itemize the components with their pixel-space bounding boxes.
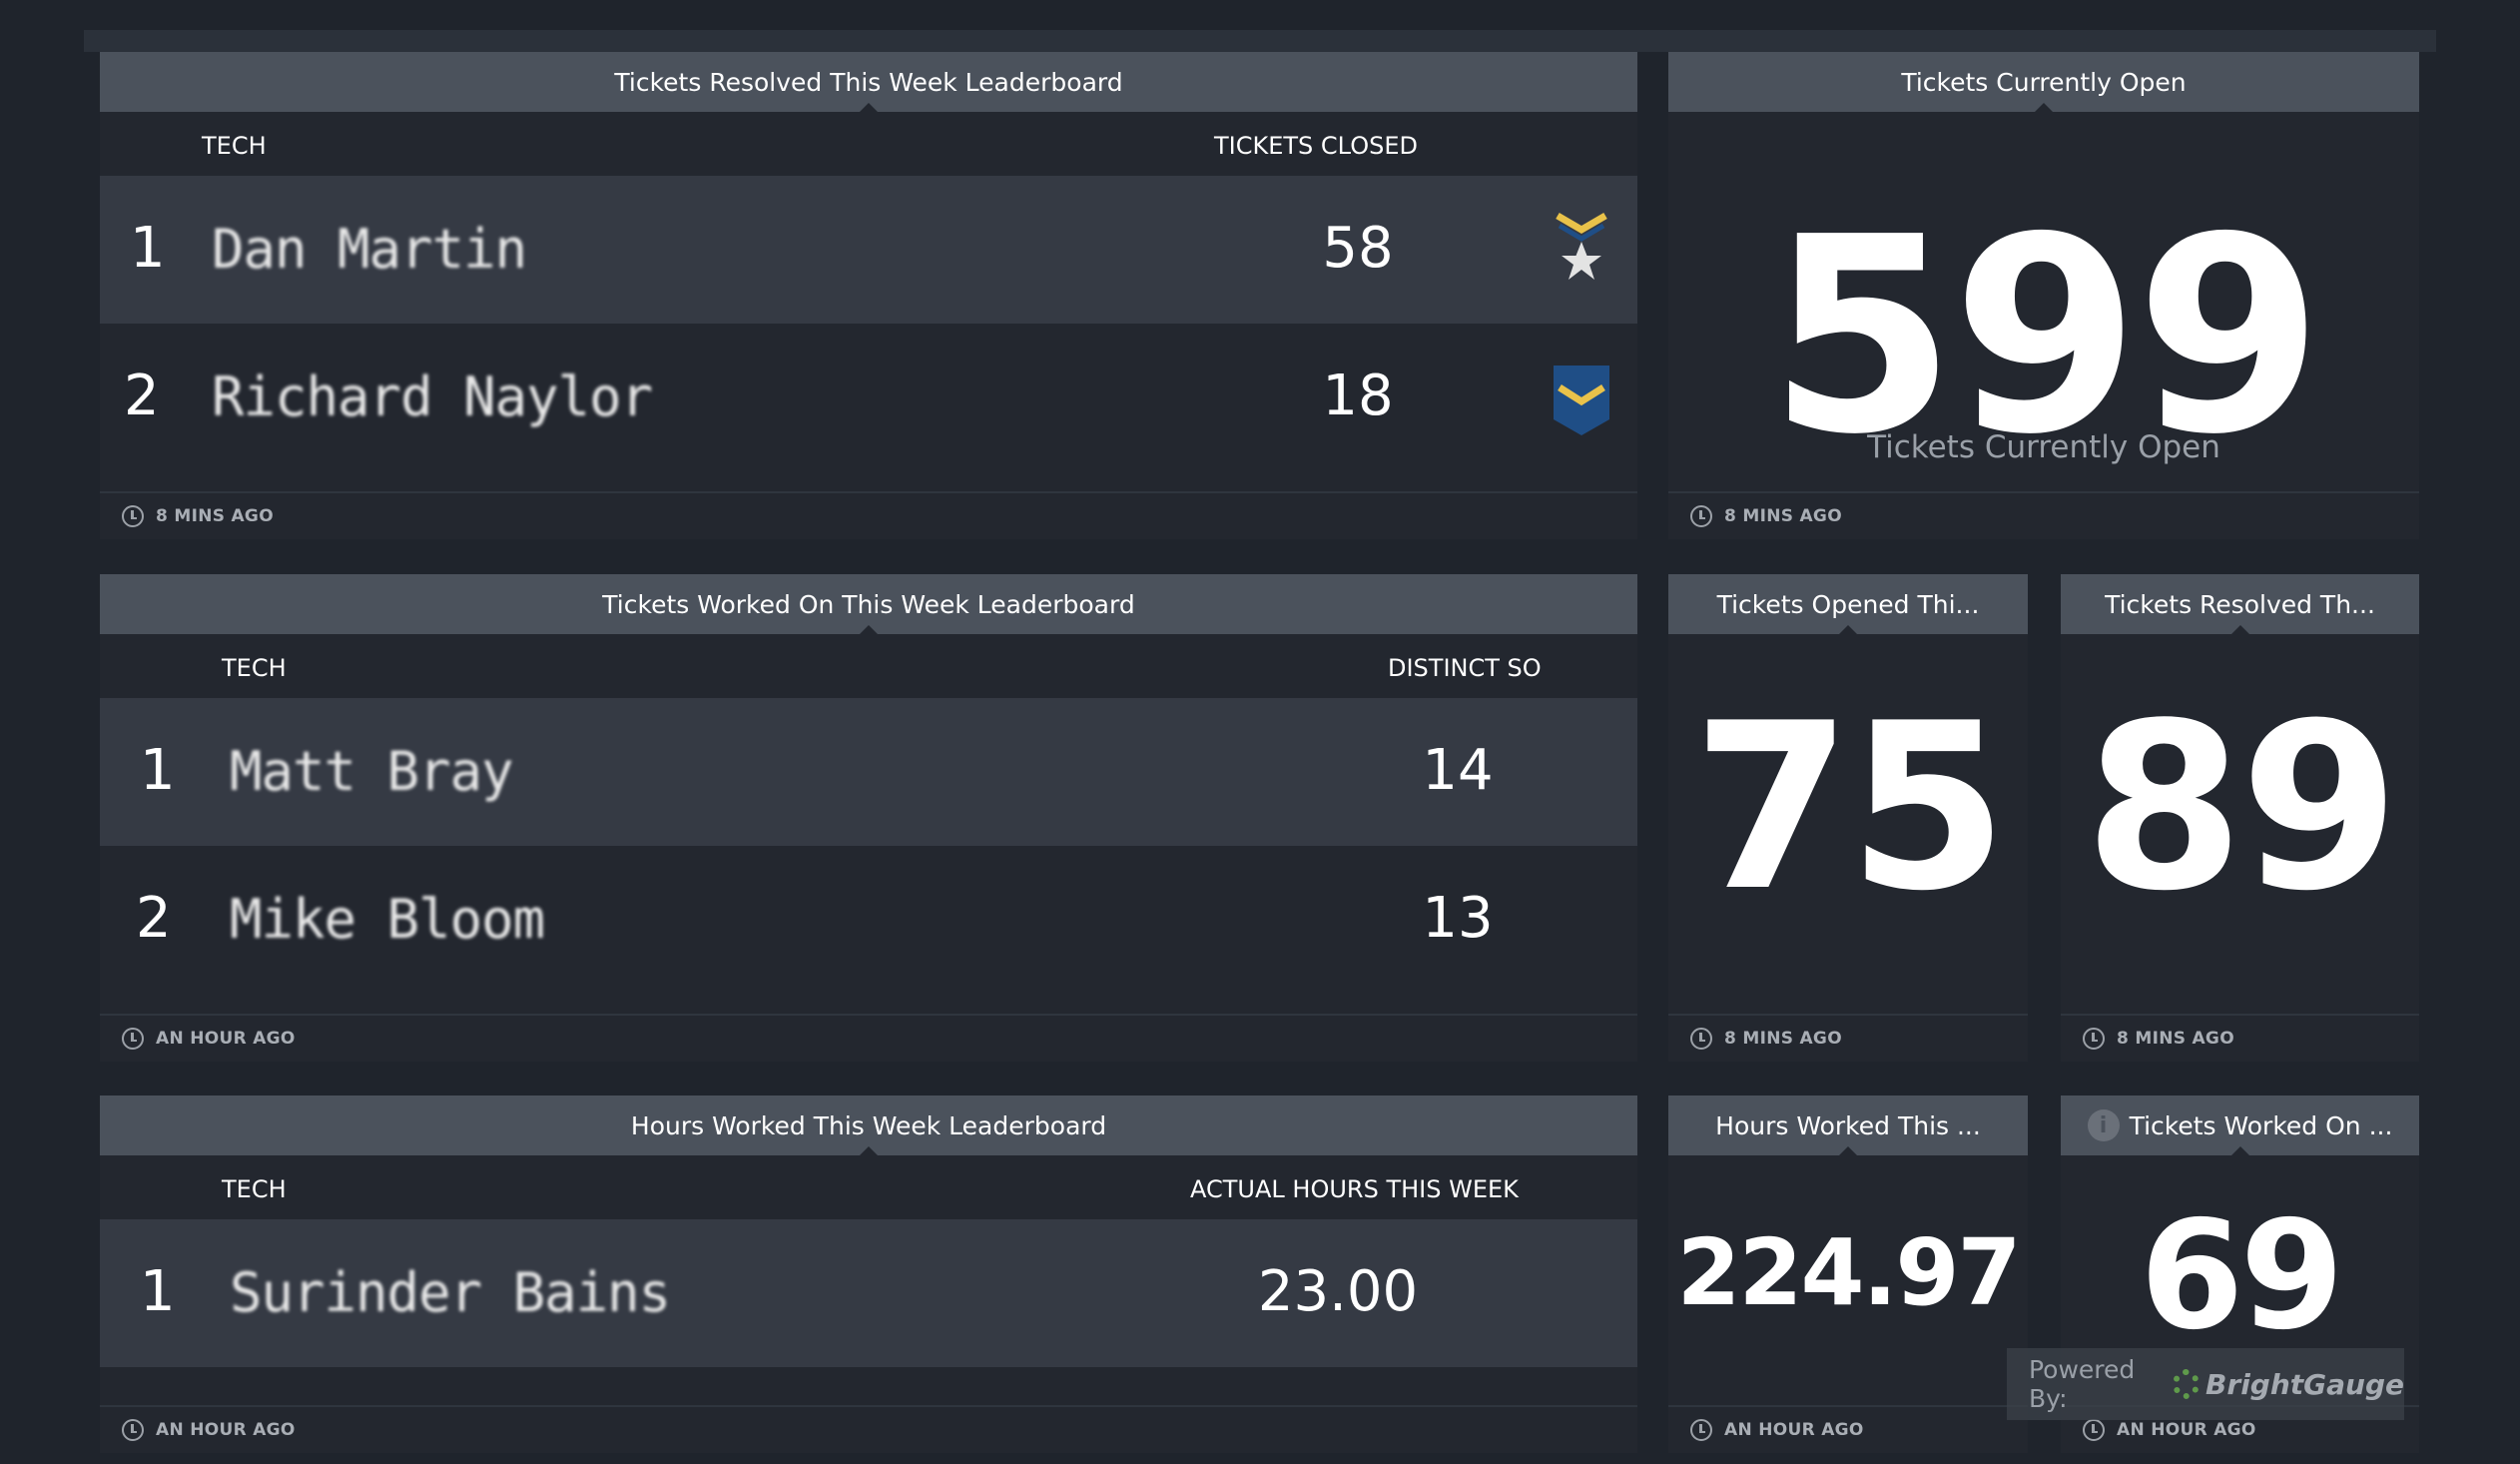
widget-title: Tickets Resolved This Week Leaderboard — [100, 52, 1637, 112]
clock-icon — [1690, 1419, 1712, 1441]
tech-name: Mike Bloom — [230, 888, 545, 951]
big-number-value: 599 — [1768, 179, 2323, 493]
table-row: 1 Dan Martin 58 — [100, 176, 1637, 324]
clock-icon — [2083, 1419, 2105, 1441]
widget-title-text: Tickets Worked On ... — [2129, 1110, 2393, 1140]
widget-title: Tickets Opened Thi... — [1668, 574, 2028, 634]
column-header-tickets-closed: TICKETS CLOSED — [1214, 132, 1418, 160]
tech-name: Surinder Bains — [230, 1261, 671, 1324]
column-header-distinct-so: DISTINCT SO — [1388, 654, 1542, 682]
widget-title: i Tickets Worked On ... — [2061, 1096, 2419, 1155]
big-number-value: 89 — [2084, 675, 2399, 942]
widget-title: Tickets Resolved Th... — [2061, 574, 2419, 634]
number-label: Tickets Currently Open — [1867, 429, 2220, 465]
tech-name: Richard Naylor — [212, 366, 653, 428]
rank: 1 — [130, 216, 166, 281]
column-header-tech: TECH — [202, 132, 267, 160]
table-row: 1 Surinder Bains 23.00 — [100, 1219, 1637, 1367]
rank: 1 — [140, 1259, 176, 1324]
rank: 2 — [124, 364, 160, 428]
widget-resolved-leaderboard[interactable]: Tickets Resolved This Week Leaderboard T… — [100, 52, 1637, 539]
table-row: 2 Mike Bloom 13 — [100, 846, 1637, 994]
widget-title-text: Tickets Resolved Th... — [2105, 589, 2375, 619]
info-icon[interactable]: i — [2087, 1109, 2120, 1141]
actual-hours-value: 23.00 — [1257, 1259, 1419, 1324]
widget-title-text: Hours Worked This ... — [1715, 1110, 1981, 1140]
dashboard-top-bar — [84, 30, 2436, 52]
updated-time: AN HOUR AGO — [156, 1420, 296, 1440]
widget-title-text: Hours Worked This Week Leaderboard — [630, 1110, 1107, 1140]
column-header-actual-hours: ACTUAL HOURS THIS WEEK — [1190, 1175, 1519, 1203]
table-row: 2 Richard Naylor 18 — [100, 324, 1637, 471]
updated-time: 8 MINS AGO — [1724, 1029, 1842, 1049]
widget-hours-leaderboard[interactable]: Hours Worked This Week Leaderboard TECH … — [100, 1096, 1637, 1453]
widget-footer: 8 MINS AGO — [1668, 491, 2419, 539]
widget-footer: AN HOUR AGO — [100, 1014, 1637, 1062]
column-header-tech: TECH — [222, 654, 287, 682]
updated-time: AN HOUR AGO — [156, 1029, 296, 1049]
widget-title-text: Tickets Worked On This Week Leaderboard — [602, 589, 1135, 619]
clock-icon — [122, 1419, 144, 1441]
clock-icon — [1690, 1028, 1712, 1050]
tech-name: Dan Martin — [212, 218, 527, 281]
clock-icon — [122, 1028, 144, 1050]
distinct-so-value: 14 — [1422, 738, 1494, 803]
tickets-closed-value: 18 — [1322, 364, 1394, 428]
chevron-badge-icon — [1554, 366, 1609, 435]
widget-tickets-opened[interactable]: Tickets Opened Thi... 75 8 MINS AGO — [1668, 574, 2028, 1062]
widget-worked-leaderboard[interactable]: Tickets Worked On This Week Leaderboard … — [100, 574, 1637, 1062]
big-number-value: 69 — [2140, 1189, 2344, 1363]
table-header: TECH ACTUAL HOURS THIS WEEK — [100, 1155, 1637, 1219]
widget-title: Tickets Currently Open — [1668, 52, 2419, 112]
updated-time: 8 MINS AGO — [1724, 506, 1842, 526]
clock-icon — [1690, 505, 1712, 527]
updated-time: 8 MINS AGO — [156, 506, 274, 526]
widget-footer: 8 MINS AGO — [1668, 1014, 2028, 1062]
widget-footer: 8 MINS AGO — [100, 491, 1637, 539]
rank: 1 — [140, 738, 176, 803]
clock-icon — [122, 505, 144, 527]
brand-name: BrightGauge — [2205, 1367, 2404, 1401]
widget-title-text: Tickets Resolved This Week Leaderboard — [614, 67, 1123, 97]
tickets-closed-value: 58 — [1322, 216, 1394, 281]
widget-footer: AN HOUR AGO — [100, 1405, 1637, 1453]
widget-footer: 8 MINS AGO — [2061, 1014, 2419, 1062]
powered-by-badge[interactable]: Powered By: BrightGauge — [2007, 1348, 2404, 1420]
updated-time: 8 MINS AGO — [2117, 1029, 2234, 1049]
clock-icon — [2083, 1028, 2105, 1050]
powered-by-label: Powered By: — [2029, 1355, 2136, 1413]
big-number-value: 224.97 — [1676, 1219, 2021, 1326]
tech-name: Matt Bray — [230, 740, 514, 803]
widget-title-text: Tickets Currently Open — [1901, 67, 2187, 97]
rank: 2 — [136, 886, 172, 951]
table-header: TECH TICKETS CLOSED — [100, 112, 1637, 176]
widget-title: Hours Worked This ... — [1668, 1096, 2028, 1155]
widget-title: Hours Worked This Week Leaderboard — [100, 1096, 1637, 1155]
widget-hours-worked[interactable]: Hours Worked This ... 224.97 AN HOUR AGO — [1668, 1096, 2028, 1453]
widget-title: Tickets Worked On This Week Leaderboard — [100, 574, 1637, 634]
widget-currently-open[interactable]: Tickets Currently Open 599 Tickets Curre… — [1668, 52, 2419, 539]
updated-time: AN HOUR AGO — [1724, 1420, 1864, 1440]
updated-time: AN HOUR AGO — [2117, 1420, 2256, 1440]
table-header: TECH DISTINCT SO — [100, 634, 1637, 698]
widget-tickets-resolved[interactable]: Tickets Resolved Th... 89 8 MINS AGO — [2061, 574, 2419, 1062]
table-row: 1 Matt Bray 14 — [100, 698, 1637, 846]
column-header-tech: TECH — [222, 1175, 287, 1203]
widget-footer: AN HOUR AGO — [1668, 1405, 2028, 1453]
star-chevron-badge-icon — [1556, 212, 1607, 280]
widget-title-text: Tickets Opened Thi... — [1716, 589, 1980, 619]
big-number-value: 75 — [1691, 675, 2008, 942]
brightgauge-logo-icon — [2172, 1369, 2201, 1399]
distinct-so-value: 13 — [1422, 886, 1494, 951]
